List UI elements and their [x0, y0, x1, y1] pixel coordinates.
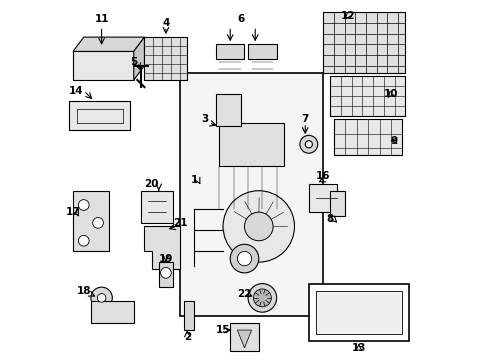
Text: 2: 2 — [183, 332, 191, 342]
Circle shape — [93, 217, 103, 228]
Text: 13: 13 — [351, 343, 366, 353]
Polygon shape — [73, 51, 134, 80]
Text: 7: 7 — [301, 114, 308, 124]
Polygon shape — [69, 102, 130, 130]
Circle shape — [305, 141, 312, 148]
Text: 8: 8 — [326, 214, 333, 224]
Bar — [219, 123, 283, 166]
Circle shape — [247, 284, 276, 312]
Circle shape — [299, 135, 317, 153]
Circle shape — [91, 287, 112, 309]
Circle shape — [244, 212, 272, 241]
Polygon shape — [329, 76, 405, 116]
Polygon shape — [230, 323, 258, 351]
Text: 6: 6 — [237, 14, 244, 24]
Polygon shape — [144, 37, 187, 80]
Bar — [180, 73, 323, 316]
Polygon shape — [237, 330, 251, 348]
Circle shape — [97, 294, 106, 302]
Text: 9: 9 — [390, 136, 397, 146]
Bar — [247, 44, 276, 59]
Text: 19: 19 — [159, 253, 173, 264]
Circle shape — [78, 235, 89, 246]
Bar — [216, 94, 241, 126]
Polygon shape — [308, 184, 337, 212]
Text: 17: 17 — [65, 207, 80, 217]
Polygon shape — [323, 12, 405, 73]
Bar — [308, 284, 408, 341]
Bar — [329, 191, 344, 216]
Text: 4: 4 — [162, 18, 169, 28]
Text: 21: 21 — [173, 218, 187, 228]
Bar — [91, 301, 134, 323]
Text: 11: 11 — [94, 14, 109, 24]
Polygon shape — [73, 37, 144, 51]
Circle shape — [230, 244, 258, 273]
Text: 20: 20 — [144, 179, 159, 189]
Circle shape — [78, 200, 89, 210]
Polygon shape — [73, 191, 108, 251]
Circle shape — [237, 251, 251, 266]
Text: 18: 18 — [76, 286, 91, 296]
Circle shape — [160, 267, 171, 278]
Text: 16: 16 — [315, 171, 330, 181]
Text: 12: 12 — [340, 11, 355, 21]
Bar — [315, 291, 401, 334]
Text: 10: 10 — [383, 89, 397, 99]
Text: 14: 14 — [69, 86, 84, 96]
Polygon shape — [159, 262, 173, 287]
Text: 15: 15 — [215, 325, 230, 335]
Text: 3: 3 — [201, 114, 208, 124]
Polygon shape — [333, 119, 401, 155]
Circle shape — [223, 191, 294, 262]
Circle shape — [253, 289, 271, 307]
Text: 5: 5 — [130, 57, 137, 67]
Text: 1: 1 — [190, 175, 198, 185]
Polygon shape — [134, 37, 144, 80]
Polygon shape — [141, 191, 173, 223]
Text: 22: 22 — [237, 289, 251, 299]
Polygon shape — [183, 301, 194, 330]
Bar — [216, 44, 244, 59]
Polygon shape — [144, 226, 180, 269]
